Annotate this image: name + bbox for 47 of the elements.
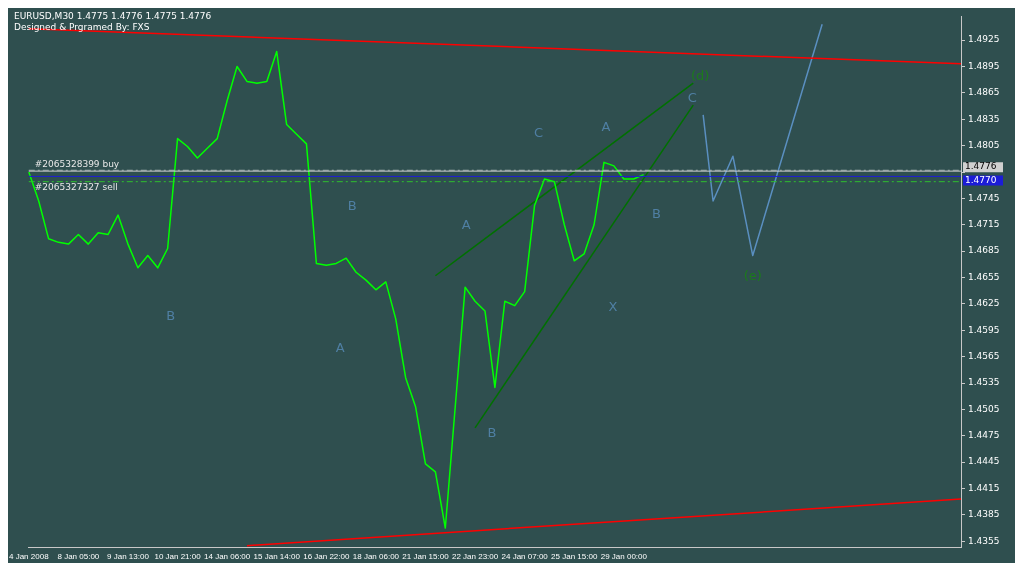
x-tick-label: 8 Jan 05:00 [57, 552, 100, 562]
x-tick-label: 29 Jan 00:00 [600, 552, 648, 562]
ref-line-label: 1.4770 [965, 174, 997, 185]
ref-line-label: #2065328399 buy [34, 159, 120, 170]
y-tick-label: 1.4865 [968, 87, 1000, 98]
y-tick-label: 1.4565 [968, 350, 1000, 361]
x-tick-label: 4 Jan 2008 [9, 552, 50, 562]
x-tick-label: 9 Jan 13:00 [107, 552, 150, 562]
y-tick-label: 1.4715 [968, 219, 1000, 230]
annotation: A [461, 217, 471, 233]
y-tick-label: 1.4625 [968, 298, 1000, 309]
x-tick-label: 22 Jan 23:00 [451, 552, 499, 562]
y-tick-label: 1.4535 [968, 377, 1000, 388]
ref-line-label: #2065327327 sell [34, 181, 118, 192]
annotation: C [687, 90, 697, 106]
annotation: B [166, 308, 176, 324]
y-tick-label: 1.4835 [968, 113, 1000, 124]
y-tick-label: 1.4475 [968, 430, 1000, 441]
y-tick-label: 1.4805 [968, 139, 1000, 150]
annotation: B [487, 425, 497, 441]
chart-title: EURUSD,M30 1.4775 1.4776 1.4775 1.4776 [14, 11, 212, 22]
y-tick-label: 1.4505 [968, 403, 1000, 414]
x-tick-label: 14 Jan 06:00 [204, 552, 251, 562]
y-tick-label: 1.4385 [968, 509, 1000, 520]
y-tick-label: 1.4595 [968, 324, 1000, 335]
y-tick-label: 1.4895 [968, 60, 1000, 71]
x-tick-label: 18 Jan 06:00 [352, 552, 400, 562]
y-tick-label: 1.4685 [968, 245, 1000, 256]
annotation: B [347, 198, 357, 214]
annotation: B [652, 206, 662, 222]
y-tick-label: 1.4445 [968, 456, 1000, 467]
y-tick-label: 1.4355 [968, 535, 1000, 546]
annotation: X [608, 299, 618, 315]
annotation: C [533, 125, 544, 141]
annotation: A [601, 119, 611, 135]
x-tick-label: 16 Jan 22:00 [303, 552, 350, 562]
x-tick-label: 24 Jan 07:00 [501, 552, 549, 562]
y-tick-label: 1.4745 [968, 192, 1000, 203]
y-tick-label: 1.4655 [968, 271, 1000, 282]
x-tick-label: 10 Jan 21:00 [154, 552, 202, 562]
x-tick-label: 15 Jan 14:00 [253, 552, 301, 562]
x-tick-label: 25 Jan 15:00 [551, 552, 598, 562]
annotation: A [335, 340, 345, 356]
y-tick-label: 1.4415 [968, 482, 1000, 493]
x-tick-label: 21 Jan 15:00 [402, 552, 450, 562]
y-tick-label: 1.4925 [968, 34, 1000, 45]
ref-line-label: 1.4776 [965, 161, 997, 172]
